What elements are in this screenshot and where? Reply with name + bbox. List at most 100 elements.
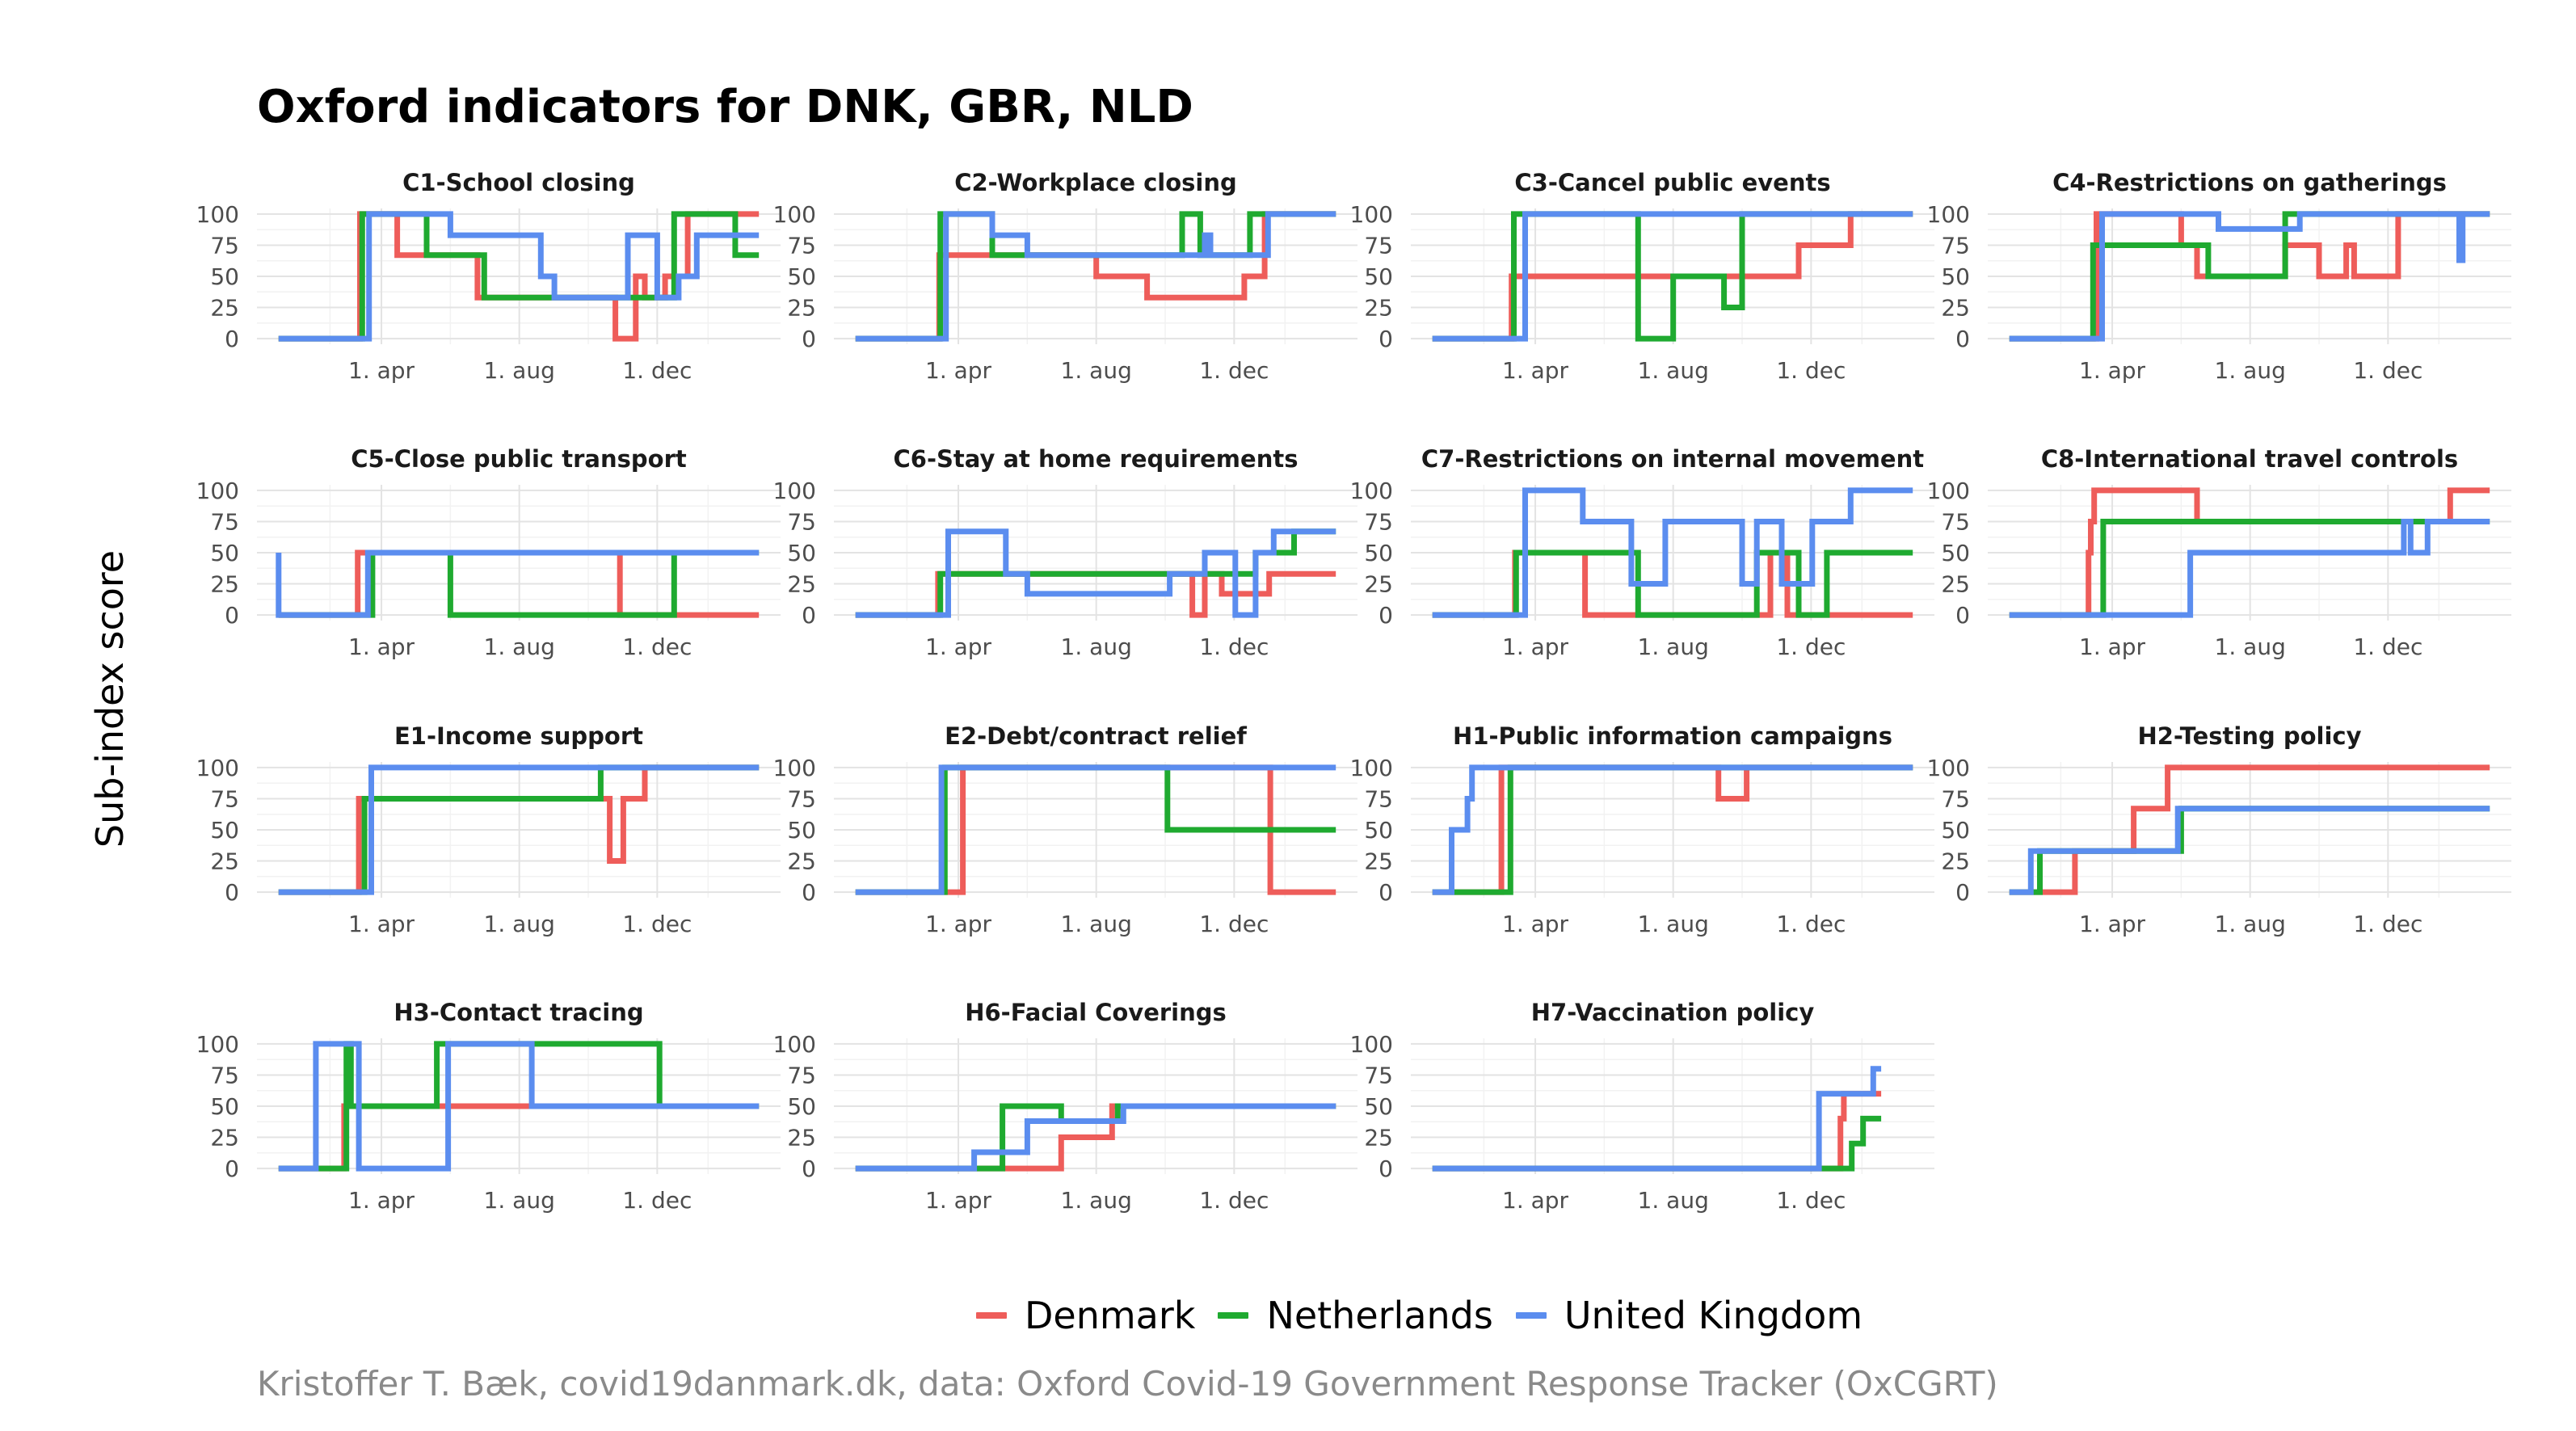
panel-c1: 0 25 50 75 100 1. apr 1. aug 1. dec C1-School cl… — [196, 169, 781, 384]
panel-title-h7: H7-Vaccination policy — [1531, 999, 1815, 1026]
panel-c7: 0 25 50 75 100 1. apr 1. aug 1. dec C7-Restricti… — [1350, 445, 1934, 660]
series-line-netherlands-h7 — [1432, 1115, 1882, 1172]
x-tick-label: 1. dec — [1199, 357, 1269, 384]
y-tick-label: 0 — [1955, 326, 1970, 352]
y-tick-label: 25 — [1941, 571, 1970, 598]
panel-title-c4: C4-Restrictions on gatherings — [2052, 169, 2447, 196]
y-tick-label: 0 — [1378, 1155, 1393, 1182]
y-tick-label: 25 — [1364, 571, 1393, 598]
x-tick-label: 1. dec — [1776, 911, 1846, 937]
legend-item-netherlands: Netherlands — [1218, 1294, 1493, 1337]
chart-title: Oxford indicators for DNK, GBR, NLD — [257, 81, 1193, 133]
y-tick-label: 0 — [225, 602, 239, 629]
y-tick-label: 25 — [787, 1125, 816, 1151]
y-tick-label: 100 — [1350, 1031, 1393, 1058]
y-tick-label: 75 — [1941, 232, 1970, 259]
y-tick-label: 25 — [210, 848, 239, 875]
y-tick-label: 50 — [210, 540, 239, 566]
x-tick-label: 1. aug — [1061, 1187, 1132, 1214]
series-line-netherlands-h3 — [278, 1041, 760, 1172]
y-tick-label: 50 — [1941, 263, 1970, 290]
y-tick-label: 100 — [1350, 755, 1393, 781]
y-tick-label: 100 — [196, 755, 239, 781]
legend-item-denmark: Denmark — [976, 1294, 1195, 1337]
x-tick-label: 1. aug — [1638, 633, 1709, 660]
series-line-united-kingdom-c5 — [276, 549, 760, 618]
y-tick-label: 0 — [1378, 326, 1393, 352]
y-tick-label: 100 — [773, 201, 816, 228]
x-tick-label: 1. dec — [622, 633, 692, 660]
series-line-denmark-h7 — [1432, 1091, 1882, 1172]
x-tick-label: 1. apr — [1502, 911, 1569, 937]
y-tick-label: 50 — [1364, 540, 1393, 566]
legend-key-united-kingdom — [1515, 1312, 1547, 1319]
y-tick-label: 100 — [1350, 478, 1393, 504]
x-tick-label: 1. aug — [484, 911, 555, 937]
y-tick-label: 75 — [1941, 508, 1970, 535]
legend-label-denmark: Denmark — [1025, 1294, 1196, 1337]
y-tick-label: 75 — [787, 232, 816, 259]
y-tick-label: 0 — [225, 326, 239, 352]
x-tick-label: 1. aug — [1638, 357, 1709, 384]
y-tick-label: 100 — [1927, 478, 1970, 504]
x-tick-label: 1. aug — [1638, 1187, 1709, 1214]
panel-h3: 0 25 50 75 100 1. apr 1. aug 1. dec H3-Contact t… — [196, 999, 781, 1214]
series-line-united-kingdom-h3 — [278, 1041, 760, 1172]
x-tick-label: 1. aug — [2215, 357, 2286, 384]
legend: Denmark Netherlands United Kingdom — [976, 1291, 1885, 1340]
y-tick-label: 25 — [787, 571, 816, 598]
panel-title-h6: H6-Facial Coverings — [965, 999, 1227, 1026]
x-tick-label: 1. dec — [622, 357, 692, 384]
x-tick-label: 1. apr — [925, 357, 992, 384]
panel-e2: 0 25 50 75 100 1. apr 1. aug 1. dec E2-Debt/cont… — [773, 722, 1357, 937]
y-tick-label: 100 — [1927, 755, 1970, 781]
x-tick-label: 1. dec — [2353, 357, 2422, 384]
series-line-united-kingdom-c1 — [278, 211, 760, 342]
panel-title-c2: C2-Workplace closing — [954, 169, 1237, 196]
series-line-netherlands-h6 — [855, 1103, 1336, 1172]
panel-c4: 0 25 50 75 100 1. apr 1. aug 1. dec C4-Restricti… — [1927, 169, 2511, 384]
x-tick-label: 1. aug — [1638, 911, 1709, 937]
y-tick-label: 75 — [787, 508, 816, 535]
x-tick-label: 1. apr — [348, 911, 415, 937]
legend-label-united-kingdom: United Kingdom — [1564, 1294, 1863, 1337]
panel-h2: 0 25 50 75 100 1. apr 1. aug 1. dec H2-Testing p… — [1927, 722, 2511, 937]
y-tick-label: 50 — [787, 263, 816, 290]
panel-title-h2: H2-Testing policy — [2137, 722, 2361, 750]
panel-h7: 0 25 50 75 100 1. apr 1. aug 1. dec H7-Vaccinati… — [1350, 999, 1934, 1214]
y-tick-label: 75 — [210, 785, 239, 812]
x-tick-label: 1. apr — [925, 911, 992, 937]
y-tick-label: 25 — [1941, 295, 1970, 322]
y-tick-label: 0 — [802, 602, 816, 629]
series-line-united-kingdom-c6 — [855, 528, 1336, 618]
panel-title-e1: E1-Income support — [394, 722, 643, 750]
series-line-united-kingdom-c7 — [1432, 487, 1913, 618]
x-tick-label: 1. aug — [484, 633, 555, 660]
y-tick-label: 25 — [210, 295, 239, 322]
panel-c3: 0 25 50 75 100 1. apr 1. aug 1. dec C3-Cancel pu… — [1350, 169, 1934, 384]
y-tick-label: 100 — [196, 478, 239, 504]
y-tick-label: 50 — [1941, 817, 1970, 844]
x-tick-label: 1. dec — [2353, 911, 2422, 937]
y-tick-label: 50 — [1364, 817, 1393, 844]
y-tick-label: 25 — [787, 848, 816, 875]
y-tick-label: 25 — [1941, 848, 1970, 875]
x-tick-label: 1. aug — [2215, 633, 2286, 660]
legend-item-united-kingdom: United Kingdom — [1515, 1294, 1863, 1337]
y-tick-label: 0 — [1378, 879, 1393, 906]
y-tick-label: 50 — [787, 1093, 816, 1120]
x-tick-label: 1. apr — [2079, 357, 2146, 384]
panel-h6: 0 25 50 75 100 1. apr 1. aug 1. dec H6-Facial Co… — [773, 999, 1357, 1214]
x-tick-label: 1. apr — [348, 633, 415, 660]
y-tick-label: 75 — [787, 1062, 816, 1088]
y-tick-label: 25 — [1364, 1125, 1393, 1151]
x-tick-label: 1. apr — [1502, 1187, 1569, 1214]
legend-label-netherlands: Netherlands — [1266, 1294, 1493, 1337]
y-tick-label: 50 — [210, 1093, 239, 1120]
x-tick-label: 1. dec — [1776, 1187, 1846, 1214]
series-line-netherlands-c5 — [278, 549, 760, 618]
panel-c6: 0 25 50 75 100 1. apr 1. aug 1. dec C6-Stay at h… — [773, 445, 1357, 660]
y-tick-label: 0 — [1955, 602, 1970, 629]
x-tick-label: 1. dec — [2353, 633, 2422, 660]
x-tick-label: 1. dec — [1199, 1187, 1269, 1214]
